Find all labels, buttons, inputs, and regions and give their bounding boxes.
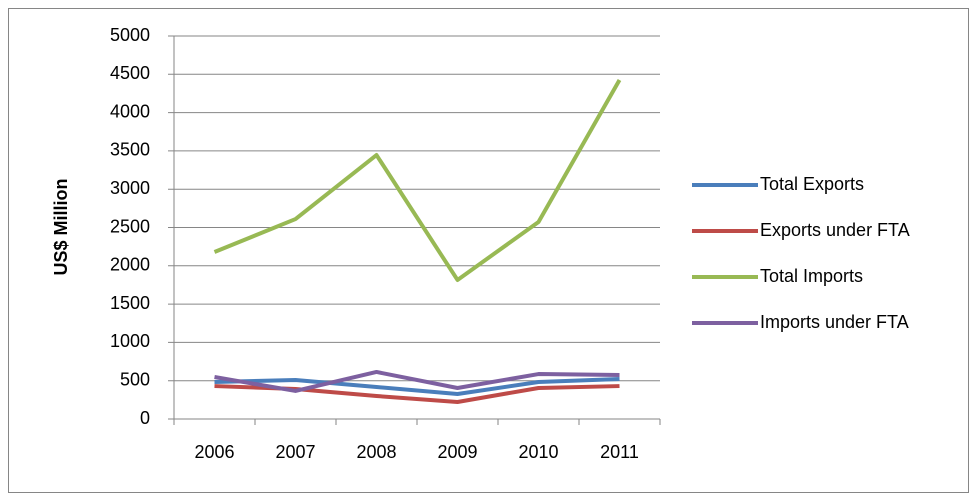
y-tick-label: 2000 — [110, 255, 150, 275]
x-tick-label: 2006 — [194, 442, 234, 462]
y-tick-label: 5000 — [110, 25, 150, 45]
x-tick-label: 2009 — [437, 442, 477, 462]
y-tick-label: 3500 — [110, 140, 150, 160]
y-tick-label: 4500 — [110, 63, 150, 83]
chart-border — [8, 8, 969, 493]
y-tick-label: 4000 — [110, 101, 150, 121]
series-line — [213, 79, 622, 282]
y-axis-label: US$ Million — [51, 178, 71, 275]
legend-label: Total Imports — [760, 266, 863, 286]
y-tick-label: 0 — [140, 408, 150, 428]
legend-label: Total Exports — [760, 174, 864, 194]
y-tick-label: 1000 — [110, 331, 150, 351]
x-tick-label: 2008 — [356, 442, 396, 462]
legend-label: Exports under FTA — [760, 220, 910, 240]
x-tick-label: 2011 — [600, 442, 639, 462]
y-tick-label: 1500 — [110, 293, 150, 313]
x-tick-label: 2010 — [518, 442, 558, 462]
y-tick-label: 2500 — [110, 216, 150, 236]
series-line — [214, 369, 620, 393]
y-tick-label: 3000 — [110, 178, 150, 198]
series-line — [214, 377, 620, 397]
legend-label: Imports under FTA — [760, 312, 909, 332]
x-tick-label: 2007 — [275, 442, 315, 462]
y-tick-label: 500 — [120, 369, 150, 389]
